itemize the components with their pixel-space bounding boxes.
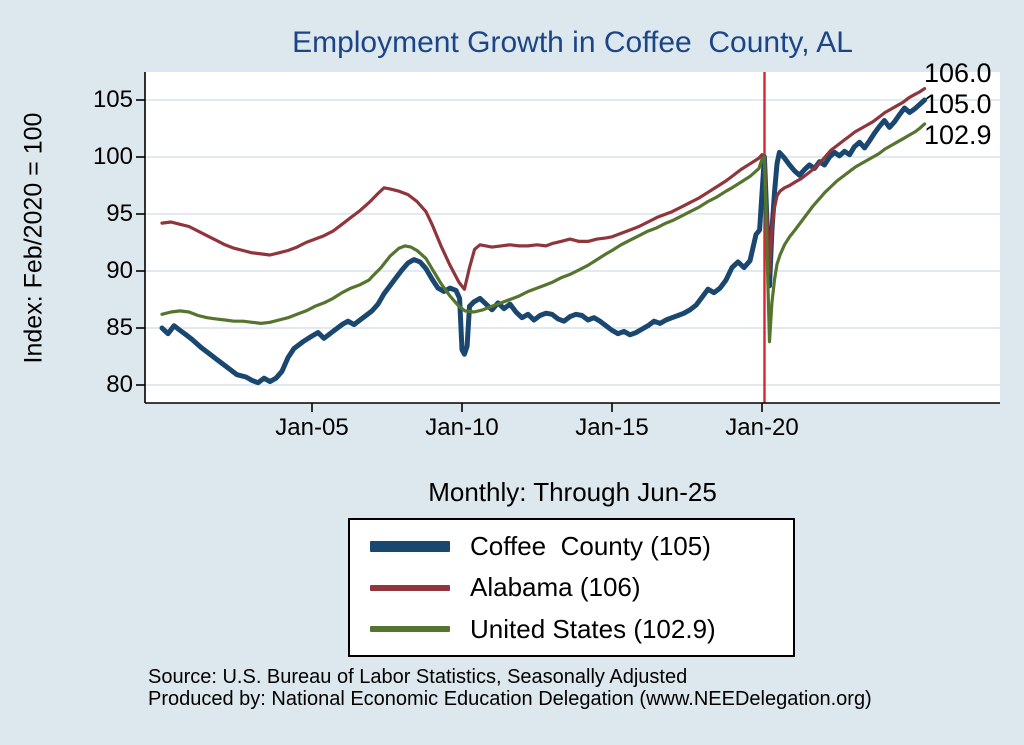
legend: Coffee County (105) Alabama (106) United… (348, 518, 795, 657)
produced-by-line: Produced by: National Economic Education… (148, 688, 872, 710)
end-label-alabama: 106.0 (924, 58, 992, 88)
x-tick-label-jan15: Jan-15 (575, 414, 649, 441)
legend-item-united-states: United States (102.9) (370, 614, 793, 645)
x-tick-label-jan20: Jan-20 (725, 414, 799, 441)
legend-label-coffee-county: Coffee County (105) (470, 530, 711, 561)
chart-subtitle: Monthly: Through Jun-25 (428, 477, 717, 507)
y-axis-title: Index: Feb/2020 = 100 (19, 112, 48, 364)
legend-swatch (370, 584, 450, 591)
legend-item-alabama: Alabama (106) (370, 572, 793, 603)
source-line: Source: U.S. Bureau of Labor Statistics,… (148, 666, 688, 688)
legend-swatch (370, 626, 450, 632)
y-tick-label-85: 85 (106, 314, 133, 341)
legend-label-united-states: United States (102.9) (470, 613, 716, 644)
y-tick-label-90: 90 (106, 257, 133, 284)
y-tick-label-95: 95 (106, 200, 133, 227)
legend-item-coffee-county: Coffee County (105) (370, 531, 793, 562)
x-tick-label-jan10: Jan-10 (425, 414, 499, 441)
x-tick-label-jan05: Jan-05 (275, 414, 349, 441)
end-label-united-states: 102.9 (924, 120, 992, 150)
legend-swatch (370, 540, 450, 552)
legend-label-alabama: Alabama (106) (470, 572, 641, 602)
chart-title: Employment Growth in Coffee County, AL (292, 26, 853, 59)
end-label-coffee-county: 105.0 (924, 89, 992, 119)
y-tick-label-80: 80 (106, 371, 133, 398)
y-tick-label-100: 100 (92, 143, 133, 170)
y-tick-label-105: 105 (92, 86, 133, 113)
